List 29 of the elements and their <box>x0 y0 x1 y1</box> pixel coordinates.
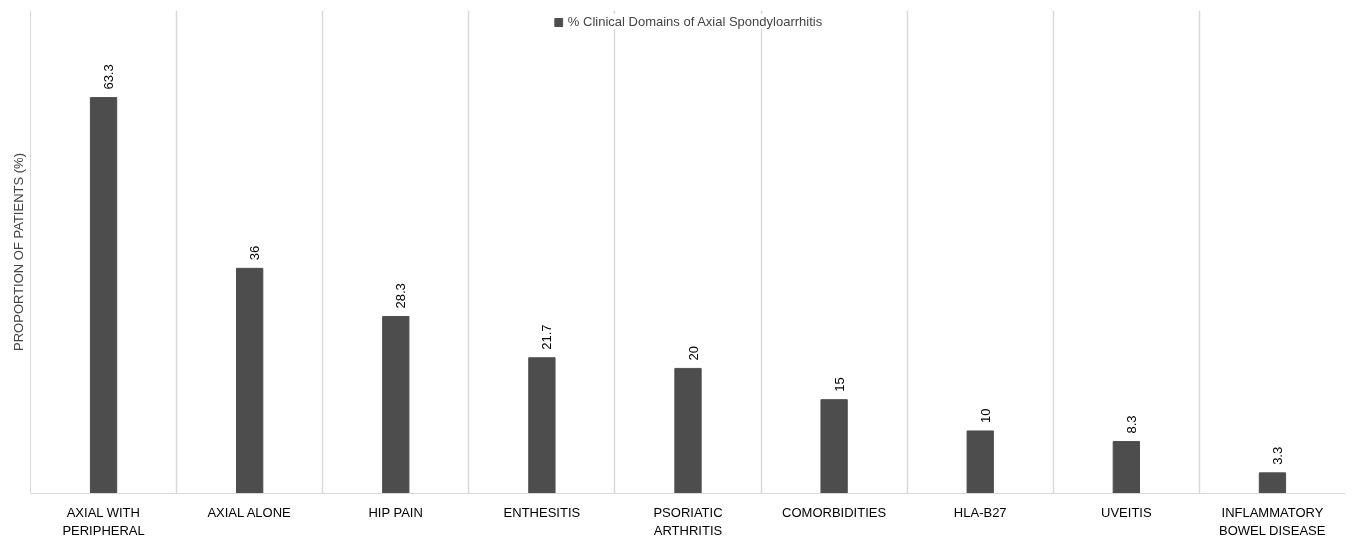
legend-label: % Clinical Domains of Axial Spondyloarrhitis <box>567 14 823 29</box>
data-label: 3.3 <box>1269 446 1285 465</box>
data-label: 8.3 <box>1123 415 1139 434</box>
y-axis-title: PROPORTION OF PATIENTS (%) <box>10 153 26 351</box>
x-tick-label: AXIAL WITH PERIPHERAL <box>62 504 145 538</box>
bar <box>1258 472 1287 494</box>
x-tick-label: PSORIATIC ARTHRITIS <box>653 504 723 538</box>
data-label: 36 <box>247 245 263 261</box>
bar <box>89 97 118 494</box>
bar <box>236 267 264 494</box>
x-tick-label: AXIAL ALONE <box>207 504 292 520</box>
data-label: 15 <box>831 377 847 392</box>
data-label: 10 <box>977 408 993 423</box>
data-label: 28.3 <box>393 283 409 309</box>
x-tick-label: COMORBIDITIES <box>782 504 887 520</box>
data-label: 63.3 <box>101 64 117 90</box>
bar <box>1112 441 1140 494</box>
data-label: 21.7 <box>539 324 555 350</box>
x-tick-label: INFLAMMATORY BOWEL DISEASE <box>1218 504 1326 538</box>
bar <box>382 316 410 494</box>
x-tick-label: ENTHESITIS <box>503 504 581 520</box>
x-tick-label: HIP PAIN <box>368 504 423 520</box>
bar <box>528 357 556 494</box>
x-tick-label: UVEITIS <box>1101 504 1152 520</box>
bar <box>820 399 848 494</box>
x-tick-label: HLA-B27 <box>953 504 1007 520</box>
data-label: 20 <box>685 345 701 361</box>
bar <box>674 367 702 494</box>
bar <box>966 430 994 494</box>
